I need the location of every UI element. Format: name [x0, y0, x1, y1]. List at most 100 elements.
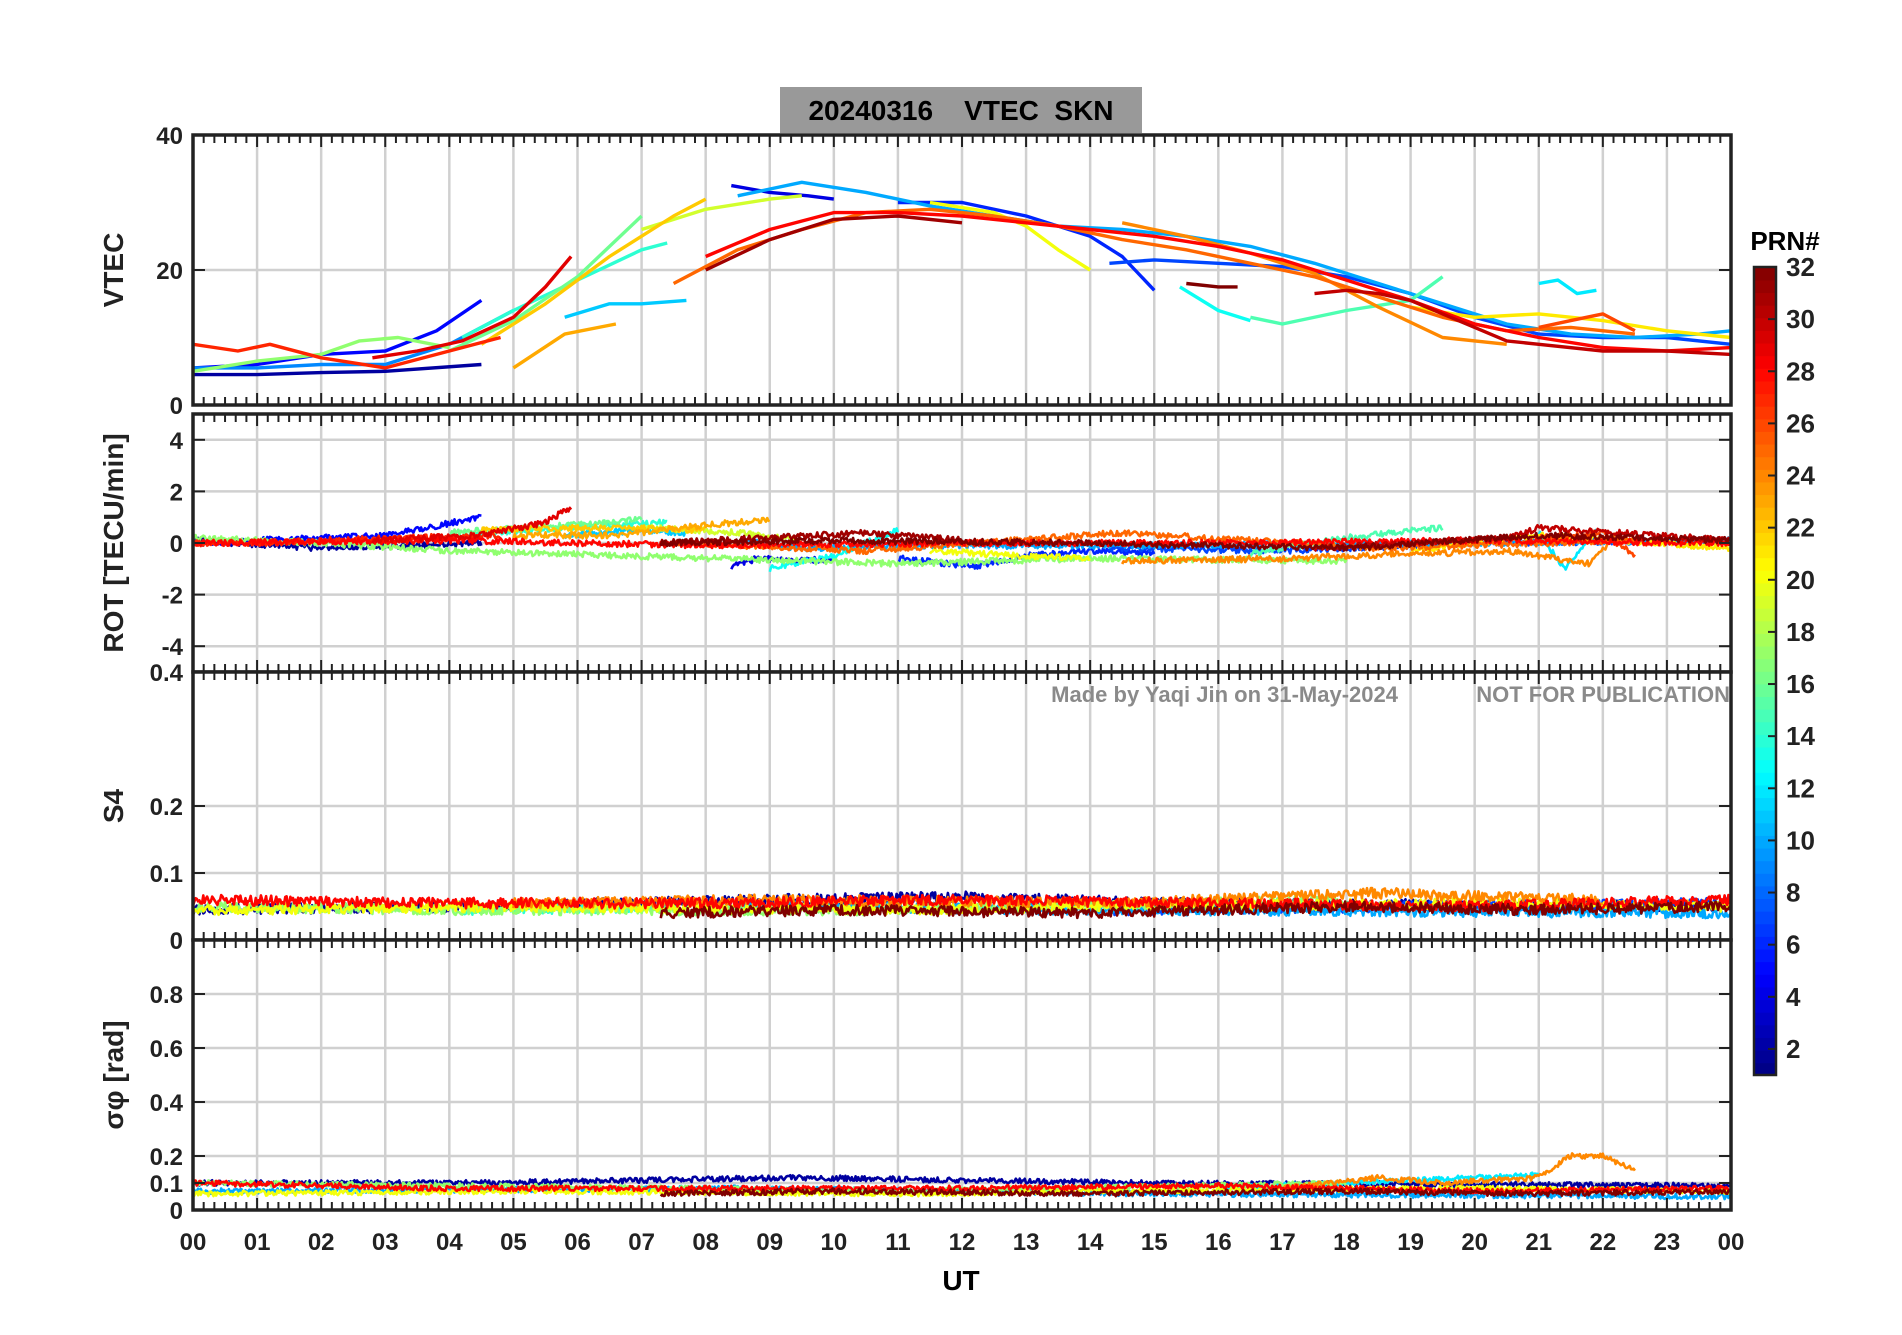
- x-tick-label: 01: [244, 1229, 271, 1256]
- colorbar-swatch: [1754, 1024, 1776, 1038]
- y-tick-label: -4: [162, 634, 184, 661]
- colorbar-swatch: [1754, 999, 1776, 1013]
- colorbar-swatch: [1754, 557, 1776, 571]
- y-tick-label: 0: [170, 393, 183, 420]
- y-tick-label: 0: [170, 928, 183, 955]
- colorbar-swatch: [1754, 292, 1776, 306]
- colorbar-swatch: [1754, 544, 1776, 559]
- series-vtec-prn-29: [372, 255, 573, 360]
- y-axis-label-rot: ROT [TECU/min]: [98, 433, 129, 652]
- x-tick-label: 00: [1718, 1229, 1745, 1256]
- colorbar-swatch: [1754, 759, 1776, 773]
- colorbar-tick-label: 28: [1786, 356, 1815, 386]
- y-tick-label: 0.2: [150, 794, 183, 821]
- colorbar-tick-label: 14: [1786, 721, 1815, 751]
- colorbar-swatch: [1754, 267, 1776, 281]
- y-tick-label: 0.6: [150, 1036, 183, 1063]
- panel-rot-yticks: -4 -2 0 2 4: [162, 428, 1731, 661]
- colorbar-swatch: [1754, 607, 1776, 622]
- x-tick-label: 15: [1141, 1229, 1168, 1256]
- series-vtec-prn-5: [193, 298, 483, 370]
- panel-s4: 0 0.1 0.2 0.4 S4: [98, 660, 1733, 955]
- series-vtec-prn-10: [737, 180, 1731, 340]
- colorbar-swatch: [1754, 835, 1776, 849]
- colorbar-tick-label: 10: [1786, 825, 1815, 855]
- series-rot-prn-32: [659, 531, 1731, 552]
- panel-rot-xticks: [192, 414, 1732, 672]
- colorbar-swatch: [1754, 898, 1776, 912]
- colorbar-swatch: [1754, 418, 1776, 432]
- colorbar-swatch: [1754, 469, 1776, 483]
- title-background: [780, 87, 1142, 133]
- series-vtec-prn-4: [731, 183, 835, 201]
- panel-sigma_phi-yticks: 00.10.2 0.4 0.6 0.8: [150, 982, 1731, 1225]
- colorbar-swatch: [1754, 860, 1776, 874]
- series-vtec-prn-2: [193, 362, 482, 377]
- series-rot-prn-29: [371, 506, 573, 545]
- colorbar-swatch: [1754, 885, 1776, 900]
- y-tick-label: 0: [170, 531, 183, 558]
- colorbar-swatch: [1754, 708, 1776, 723]
- x-tick-label: 06: [564, 1229, 591, 1256]
- colorbar-frame: [1752, 265, 1778, 1077]
- x-tick-label: 19: [1397, 1229, 1424, 1256]
- panel-vtec-yticks: 0 20 40: [156, 123, 1731, 420]
- x-axis-label: UT: [942, 1265, 979, 1296]
- x-tick-label: 00: [180, 1229, 207, 1256]
- series-vtec-prn-27: [193, 335, 502, 370]
- colorbar-tick-label: 2: [1786, 1034, 1800, 1064]
- colorbar-tick-label: 20: [1786, 565, 1815, 595]
- colorbar-tick-label: 32: [1786, 252, 1815, 282]
- colorbar-tick-label: 12: [1786, 773, 1815, 803]
- series-sigma_phi-prn-24: [1281, 1152, 1636, 1192]
- colorbar-swatch: [1754, 506, 1776, 521]
- colorbar-swatch: [1754, 873, 1776, 887]
- x-tick-label: 17: [1269, 1229, 1296, 1256]
- y-tick-label: 4: [170, 428, 184, 455]
- y-tick-label: 0.1: [150, 1171, 183, 1198]
- series-vtec-prn-30: [1314, 288, 1731, 357]
- watermark-not-for-publication: NOT FOR PUBLICATION: [1476, 682, 1730, 707]
- colorbar-tick-label: 30: [1786, 304, 1815, 334]
- colorbar-swatch: [1754, 355, 1776, 369]
- panel-s4-grid: [193, 672, 1731, 940]
- colorbar-title: PRN#: [1750, 226, 1820, 256]
- x-tick-label: 18: [1333, 1229, 1360, 1256]
- colorbar-swatch: [1754, 658, 1776, 672]
- panel-vtec-xticks: [192, 135, 1732, 405]
- colorbar-tick-label: 8: [1786, 878, 1800, 908]
- colorbar-swatch: [1754, 393, 1776, 407]
- panel-sigma_phi-series: [193, 1152, 1731, 1201]
- x-tick-label: 07: [628, 1229, 655, 1256]
- y-tick-label: 0.8: [150, 982, 183, 1009]
- x-tick-label: 12: [949, 1229, 976, 1256]
- series-sigma_phi-prn-32: [659, 1187, 1731, 1198]
- panel-sigma_phi: 00.10.2 0.4 0.6 0.8 σφ [rad]: [98, 938, 1733, 1225]
- x-tick-label: 23: [1654, 1229, 1681, 1256]
- colorbar-swatch: [1754, 633, 1776, 647]
- series-vtec-prn-32: [1186, 281, 1238, 289]
- colorbar-swatch: [1754, 532, 1776, 546]
- panel-rot-series: [193, 506, 1731, 573]
- x-tick-label: 21: [1525, 1229, 1552, 1256]
- colorbar-swatch: [1754, 721, 1776, 735]
- colorbar-tick-label: 24: [1786, 461, 1815, 491]
- colorbar-swatch: [1754, 734, 1776, 748]
- panel-vtec: 0 20 40 VTEC: [98, 123, 1733, 420]
- colorbar-swatch: [1754, 822, 1776, 836]
- x-tick-label: 10: [820, 1229, 847, 1256]
- colorbar-swatch: [1754, 948, 1776, 963]
- colorbar-swatch: [1754, 923, 1776, 937]
- colorbar-swatch: [1754, 456, 1776, 470]
- x-tick-label: 02: [308, 1229, 335, 1256]
- panel-s4-series: [193, 886, 1731, 920]
- series-s4-prn-32: [659, 900, 1731, 920]
- colorbar-swatch: [1754, 304, 1776, 319]
- chart-title: 20240316 VTEC SKN: [808, 95, 1113, 126]
- series-vtec-prn-31: [704, 214, 963, 272]
- series-vtec-prn-21: [1410, 305, 1731, 340]
- colorbar-tick-label: 26: [1786, 408, 1815, 438]
- colorbar-swatch: [1754, 784, 1776, 799]
- y-axis-label-s4: S4: [98, 788, 129, 823]
- x-tick-label: 14: [1077, 1229, 1104, 1256]
